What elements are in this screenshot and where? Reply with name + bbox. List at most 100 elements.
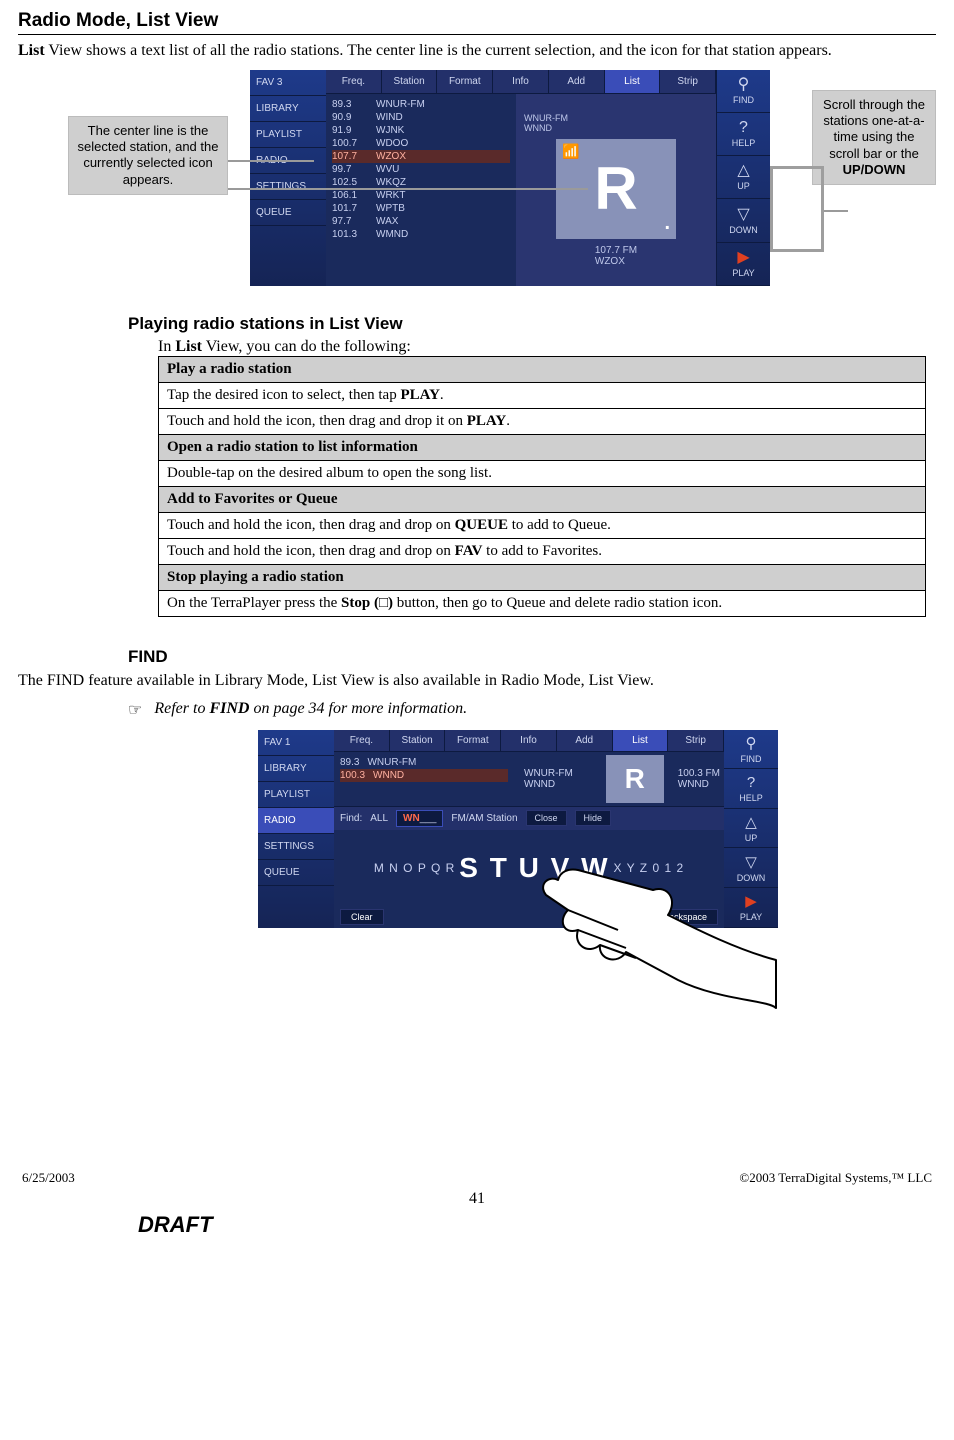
- up-button[interactable]: △UP: [717, 156, 770, 199]
- ui2-station-icon[interactable]: R: [606, 755, 664, 803]
- footer-date: 6/25/2003: [22, 1170, 75, 1186]
- alpha-left: M N O P Q R: [374, 861, 455, 875]
- station-row[interactable]: 100.7WDOO: [332, 137, 510, 150]
- station-freq: 106.1: [332, 190, 368, 201]
- station-row[interactable]: 107.7WZOX: [332, 150, 510, 163]
- find-button[interactable]: ⚲FIND: [717, 70, 770, 113]
- tab-add[interactable]: Add: [549, 70, 605, 93]
- sidebar-item-fav-1[interactable]: FAV 1: [258, 730, 334, 756]
- now-playing-freq: 107.7 FM: [595, 245, 637, 256]
- station-row[interactable]: 89.3WNUR-FM: [340, 756, 508, 769]
- find-label: Find:: [340, 813, 362, 824]
- down-button[interactable]: ▽DOWN: [717, 199, 770, 242]
- help-button[interactable]: ? HELP: [717, 113, 770, 156]
- find-button[interactable]: ⚲FIND: [724, 730, 778, 770]
- sidebar-item-library[interactable]: LIBRARY: [250, 96, 326, 122]
- tab-freq[interactable]: Freq.: [326, 70, 382, 93]
- station-freq: 89.3: [340, 757, 359, 768]
- ui2-left-nav: FAV 1LIBRARYPLAYLISTRADIOSETTINGSQUEUE: [258, 730, 334, 928]
- find-close-button[interactable]: Close: [526, 810, 567, 826]
- tab-freq[interactable]: Freq.: [334, 730, 390, 751]
- ref-a: Refer to: [154, 700, 209, 717]
- station-call: WRKT: [376, 190, 405, 201]
- table-row: Touch and hold the icon, then drag and d…: [159, 538, 926, 564]
- clear-button[interactable]: Clear: [340, 909, 384, 925]
- station-list: 89.3WNUR-FM90.9WIND91.9WJNK100.7WDOO107.…: [326, 94, 516, 286]
- callout-scroll: Scroll through the stations one-at-a-tim…: [812, 90, 936, 185]
- station-freq: 102.5: [332, 177, 368, 188]
- ui-left-nav: FAV 3LIBRARYPLAYLISTRADIOSETTINGSQUEUE: [250, 70, 326, 286]
- draft-watermark: DRAFT: [138, 1212, 936, 1238]
- station-row[interactable]: 90.9WIND: [332, 111, 510, 124]
- ui2-preview: WNUR-FM WNND R 100.3 FM WNND: [514, 752, 724, 806]
- sidebar-item-fav-3[interactable]: FAV 3: [250, 70, 326, 96]
- table-header-open: Open a radio station to list information: [159, 434, 926, 460]
- t-r1c: .: [440, 387, 444, 403]
- sidebar-item-settings[interactable]: SETTINGS: [258, 834, 334, 860]
- station-call: WVU: [376, 164, 399, 175]
- station-call: WJNK: [376, 125, 404, 136]
- callout-scroll-bold: UP/DOWN: [843, 162, 906, 177]
- sidebar-item-library[interactable]: LIBRARY: [258, 756, 334, 782]
- station-row[interactable]: 101.3WMND: [332, 228, 510, 241]
- station-row[interactable]: 101.7 WPTB: [332, 202, 510, 215]
- preview-name-1: WNND: [524, 123, 568, 133]
- t-r5c: to add to Favorites.: [482, 543, 602, 559]
- leader-line-right: [824, 210, 848, 212]
- instruction-table: Play a radio station Tap the desired ico…: [158, 356, 926, 617]
- find-label: FIND: [741, 754, 762, 764]
- table-row: Double-tap on the desired album to open …: [159, 460, 926, 486]
- t-r6a: On the TerraPlayer press the: [167, 595, 341, 611]
- ref-b: FIND: [209, 700, 249, 717]
- station-freq: 101.7: [332, 203, 368, 214]
- t-r1a: Tap the desired icon to select, then tap: [167, 387, 400, 403]
- section-find-heading: FIND: [128, 647, 936, 667]
- tab-add[interactable]: Add: [557, 730, 613, 751]
- highlight-updown-box: [770, 166, 824, 252]
- tab-list[interactable]: List: [605, 70, 661, 93]
- up-button[interactable]: △UP: [724, 809, 778, 849]
- help-label: HELP: [732, 138, 756, 148]
- help-icon: ?: [739, 120, 748, 136]
- sidebar-item-queue[interactable]: QUEUE: [250, 200, 326, 226]
- station-call: WAX: [376, 216, 398, 227]
- station-row[interactable]: 100.3WNND: [340, 769, 508, 782]
- tab-format[interactable]: Format: [445, 730, 501, 751]
- sidebar-item-radio[interactable]: RADIO: [258, 808, 334, 834]
- sidebar-item-settings[interactable]: SETTINGS: [250, 174, 326, 200]
- play-button[interactable]: ▶PLAY: [717, 243, 770, 286]
- t-r1b: PLAY: [400, 387, 439, 403]
- find-input[interactable]: WN___: [396, 810, 443, 827]
- callout-scroll-text: Scroll through the stations one-at-a-tim…: [823, 97, 925, 161]
- table-row: Touch and hold the icon, then drag and d…: [159, 512, 926, 538]
- tab-info[interactable]: Info: [501, 730, 557, 751]
- sidebar-item-playlist[interactable]: PLAYLIST: [250, 122, 326, 148]
- tab-strip[interactable]: Strip: [660, 70, 716, 93]
- tab-list[interactable]: List: [613, 730, 669, 751]
- station-freq: 100.7: [332, 138, 368, 149]
- station-call: WKQZ: [376, 177, 406, 188]
- station-row[interactable]: 106.1 WRKT: [332, 189, 510, 202]
- tab-station[interactable]: Station: [390, 730, 446, 751]
- tab-station[interactable]: Station: [382, 70, 438, 93]
- help-button[interactable]: ?HELP: [724, 769, 778, 809]
- station-call: WPTB: [376, 203, 405, 214]
- tab-strip[interactable]: Strip: [668, 730, 724, 751]
- ui2-station-list: 89.3WNUR-FM100.3WNND: [334, 752, 514, 806]
- find-reference: ☞ Refer to FIND on page 34 for more info…: [128, 700, 936, 720]
- figure-list-view: The center line is the selected station,…: [18, 70, 936, 300]
- play-label: PLAY: [732, 268, 754, 278]
- find-scope[interactable]: ALL: [370, 813, 388, 824]
- sidebar-item-playlist[interactable]: PLAYLIST: [258, 782, 334, 808]
- station-row[interactable]: 97.7WAX: [332, 215, 510, 228]
- t-r4b: QUEUE: [455, 517, 508, 533]
- sidebar-item-queue[interactable]: QUEUE: [258, 860, 334, 886]
- tab-info[interactable]: Info: [493, 70, 549, 93]
- station-row[interactable]: 91.9WJNK: [332, 124, 510, 137]
- figure-find: FAV 1LIBRARYPLAYLISTRADIOSETTINGSQUEUE F…: [258, 730, 778, 1010]
- find-paragraph: The FIND feature available in Library Mo…: [18, 671, 936, 692]
- find-hide-button[interactable]: Hide: [575, 810, 612, 826]
- tab-format[interactable]: Format: [437, 70, 493, 93]
- station-row[interactable]: 89.3WNUR-FM: [332, 98, 510, 111]
- station-row[interactable]: 99.7WVU: [332, 163, 510, 176]
